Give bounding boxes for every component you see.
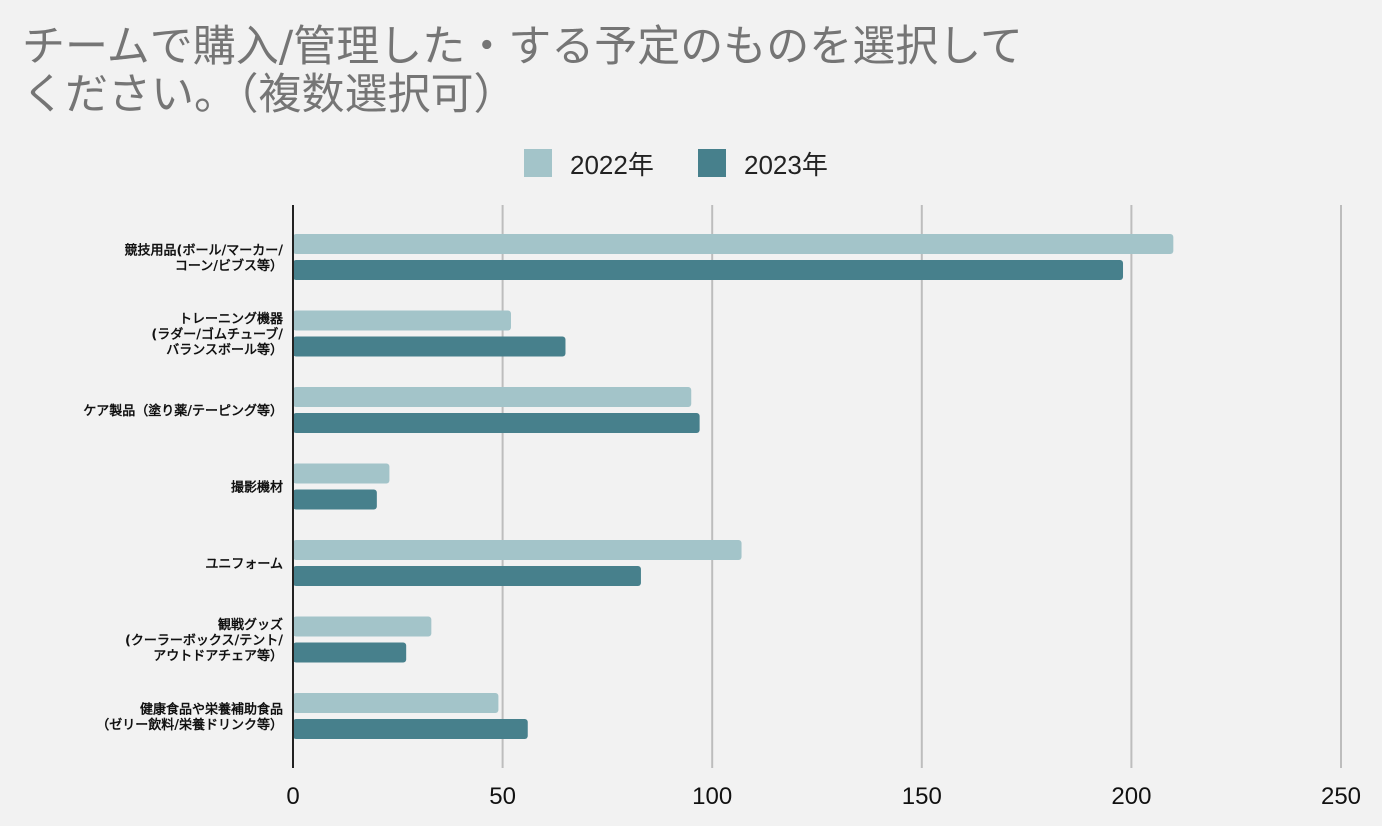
category-label-3: 撮影機材 [231,480,283,496]
category-label-1-line-1: (ラダー/ゴムチューブ/ [151,327,283,343]
bar-2023-cat-3[interactable] [293,489,377,510]
bars [293,234,1174,739]
category-label-6-line-0: 健康食品や栄養補助食品 [140,701,283,717]
bar-2023-cat-6[interactable] [293,719,528,739]
bar-2022-cat-3[interactable] [293,463,390,484]
legend-label-2023: 2023年 [744,149,828,180]
bar-2023-cat-0[interactable] [293,260,1124,280]
x-tick-label-100: 100 [692,783,732,810]
bar-2022-cat-2[interactable] [293,387,692,407]
bar-2022-cat-0[interactable] [293,234,1174,254]
category-label-1-line-2: バランスボール等） [166,342,283,358]
legend-swatch-2022 [524,149,552,177]
bar-2023-cat-1[interactable] [293,336,566,357]
chart-title-line-2: ください。（複数選択可） [22,70,517,120]
x-tick-labels: 0 50 100 150 200 250 [286,783,1361,810]
x-tick-label-50: 50 [489,783,516,810]
legend-item-2023[interactable]: 2023年 [698,146,828,180]
legend-item-2022[interactable]: 2022年 [524,146,654,180]
bar-2022-cat-6[interactable] [293,693,499,713]
x-tick-label-0: 0 [286,783,299,810]
category-label-5: 観戦グッズ(クーラーボックス/テント/アウトドアチェア等） [125,617,283,664]
chart-title-line-1: チームで購入/管理した・する予定のものを選択して [22,22,1023,72]
category-label-5-line-1: (クーラーボックス/テント/ [125,633,283,649]
bar-2022-cat-4[interactable] [293,540,742,560]
gridlines [501,205,1342,768]
bar-2023-cat-4[interactable] [293,566,641,586]
chart-legend: 2022年 2023年 [0,146,1382,180]
category-label-2: ケア製品（塗り薬/テーピング等） [83,403,283,419]
category-label-6-line-1: （ゼリー飲料/栄養ドリンク等） [96,717,283,733]
category-label-0: 競技用品(ボール/マーカー/コーン/ビブス等） [125,242,284,274]
legend-label-2022: 2022年 [570,149,654,180]
bar-2022-cat-1[interactable] [293,310,511,331]
category-label-0-line-1: コーン/ビブス等） [175,258,283,274]
bar-2023-cat-5[interactable] [293,642,407,663]
category-label-1-line-0: トレーニング機器 [179,311,284,327]
legend-swatch-2023 [698,149,726,177]
category-label-4: ユニフォーム [205,557,283,572]
bar-2022-cat-5[interactable] [293,616,432,637]
category-label-5-line-2: アウトドアチェア等） [153,648,283,664]
category-labels: 競技用品(ボール/マーカー/コーン/ビブス等） トレーニング機器(ラダー/ゴムチュ… [83,242,284,733]
category-label-2-line-0: ケア製品（塗り薬/テーピング等） [83,403,283,419]
x-tick-label-150: 150 [902,783,942,810]
category-label-6: 健康食品や栄養補助食品（ゼリー飲料/栄養ドリンク等） [96,701,283,733]
category-label-3-line-0: 撮影機材 [231,480,283,496]
category-label-0-line-0: 競技用品(ボール/マーカー/ [125,242,284,258]
x-tick-label-250: 250 [1321,783,1361,810]
category-label-5-line-0: 観戦グッズ [217,617,283,633]
bar-2023-cat-2[interactable] [293,413,700,433]
category-label-4-line-0: ユニフォーム [205,557,283,572]
category-label-1: トレーニング機器(ラダー/ゴムチューブ/バランスボール等） [151,311,284,358]
x-tick-label-200: 200 [1111,783,1151,810]
